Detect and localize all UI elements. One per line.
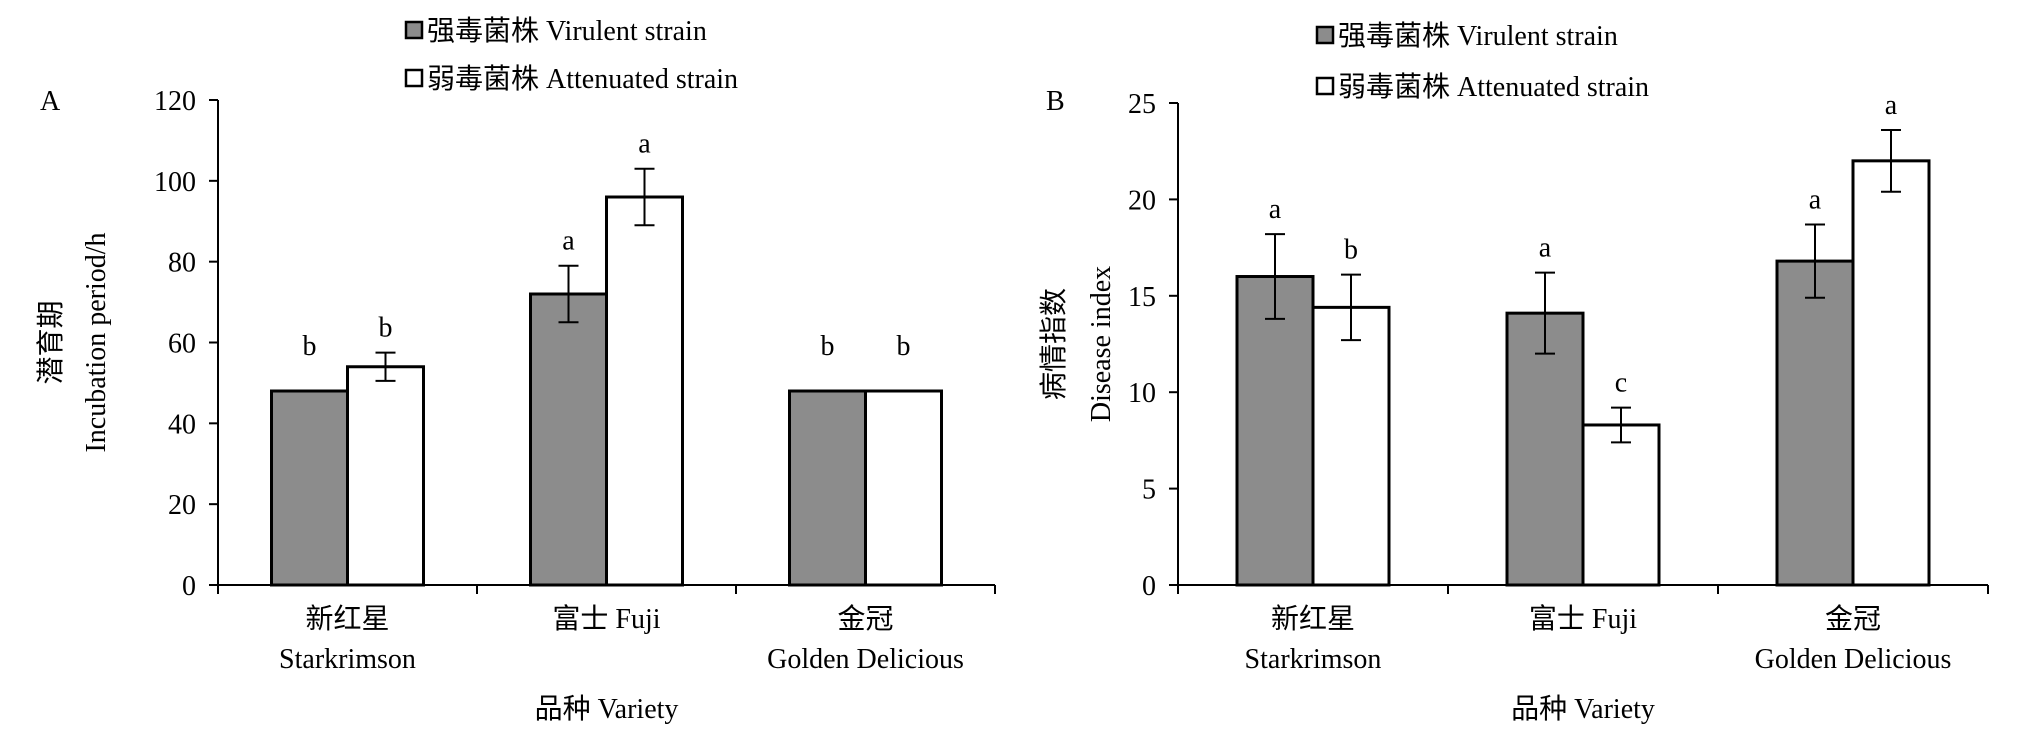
y-tick-label: 0	[1142, 571, 1156, 602]
significance-letter: b	[897, 331, 911, 362]
y-axis-title: 病情指数	[1038, 288, 1070, 400]
y-tick-label: 0	[182, 571, 196, 602]
bar-virulent	[1775, 259, 1855, 587]
significance-letter: a	[1885, 90, 1898, 121]
x-tick-label: 新红星	[1271, 603, 1355, 635]
bar-virulent	[270, 389, 349, 587]
y-axis-title: Incubation period/h	[81, 232, 112, 452]
x-tick-label: 富士 Fuji	[1529, 603, 1637, 635]
y-tick-label: 10	[1128, 378, 1156, 409]
y-tick-label: 80	[168, 248, 196, 279]
significance-letter: a	[1539, 233, 1552, 264]
x-axis-title: 品种 Variety	[1511, 693, 1655, 725]
chart-panel-b: B 0 5 10 15 20 25 a b 新红星 Starkrimson a c 富士 Fuji a a 金冠…	[1038, 20, 1989, 725]
y-axis-title: 潜育期	[35, 300, 67, 384]
bar-attenuated	[346, 365, 425, 587]
significance-letter: b	[303, 331, 317, 362]
y-tick-label: 5	[1142, 475, 1156, 506]
bar-attenuated	[864, 389, 943, 587]
y-tick-label: 15	[1128, 282, 1156, 313]
bar-virulent	[1505, 311, 1585, 587]
y-axis-title: Disease index	[1086, 266, 1117, 422]
y-tick-label: 20	[1128, 185, 1156, 216]
bar-attenuated	[1311, 305, 1391, 587]
x-tick-label: 金冠	[837, 603, 893, 635]
significance-letter: b	[379, 313, 393, 344]
significance-letter: b	[1344, 235, 1358, 266]
bar-attenuated	[605, 195, 684, 587]
bar-virulent	[529, 292, 608, 587]
legend-swatch-virulent	[404, 20, 424, 40]
bar-attenuated	[1851, 159, 1931, 587]
legend-label: 强毒菌株 Virulent strain	[427, 15, 707, 47]
x-tick-label: 金冠	[1825, 603, 1881, 635]
x-tick-label: Starkrimson	[1245, 644, 1382, 675]
x-tick-label: Starkrimson	[279, 644, 416, 675]
significance-letter: a	[638, 129, 651, 160]
significance-letter: a	[1269, 194, 1282, 225]
x-tick-label: 新红星	[305, 603, 389, 635]
bar-virulent	[788, 389, 867, 587]
significance-letter: b	[821, 331, 835, 362]
y-tick-label: 40	[168, 409, 196, 440]
legend-swatch-attenuated	[1315, 76, 1335, 96]
bar-attenuated	[1581, 423, 1661, 587]
x-axis-title: 品种 Variety	[535, 693, 679, 725]
legend-swatch-attenuated	[404, 68, 424, 88]
legend-label: 弱毒菌株 Attenuated strain	[427, 63, 738, 95]
y-tick-label: 20	[168, 490, 196, 521]
legend-label: 弱毒菌株 Attenuated strain	[1338, 71, 1649, 103]
legend-label: 强毒菌株 Virulent strain	[1338, 20, 1618, 52]
x-tick-label: Golden Delicious	[767, 644, 964, 675]
significance-letter: a	[562, 226, 575, 257]
legend-swatch-virulent	[1315, 25, 1335, 45]
y-tick-label: 60	[168, 329, 196, 360]
x-tick-label: 富士 Fuji	[552, 603, 660, 635]
panel-label: B	[1046, 86, 1065, 117]
chart-panel-a: A 0 20 40 60 80 100 120 b b 新红星 Starkrimson a a 富士 Fuj…	[35, 15, 996, 725]
significance-letter: c	[1615, 368, 1627, 399]
panel-label: A	[40, 86, 61, 117]
bar-virulent	[1235, 275, 1315, 587]
y-tick-label: 100	[154, 167, 196, 198]
x-tick-label: Golden Delicious	[1755, 644, 1952, 675]
y-tick-label: 25	[1128, 89, 1156, 120]
significance-letter: a	[1809, 184, 1822, 215]
y-tick-label: 120	[154, 86, 196, 117]
